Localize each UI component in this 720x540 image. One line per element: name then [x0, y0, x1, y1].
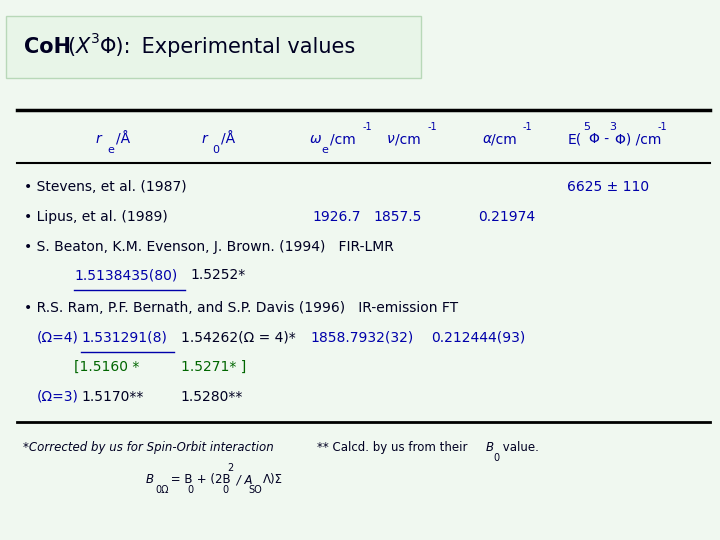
Text: -1: -1: [657, 122, 667, 132]
Text: 1926.7: 1926.7: [313, 210, 361, 224]
Text: value.: value.: [499, 441, 539, 454]
Text: = B: = B: [167, 473, 193, 486]
Text: 1858.7932(32): 1858.7932(32): [310, 331, 413, 345]
Text: 0: 0: [494, 453, 500, 463]
Text: [1.5160 *: [1.5160 *: [74, 360, 140, 374]
Text: 1.5170**: 1.5170**: [81, 390, 144, 404]
Text: /Å: /Å: [221, 132, 235, 146]
Text: 1.5138435(80): 1.5138435(80): [74, 268, 177, 282]
Text: • R.S. Ram, P.F. Bernath, and S.P. Davis (1996)   IR-emission FT: • R.S. Ram, P.F. Bernath, and S.P. Davis…: [24, 301, 459, 315]
Text: 6625 ± 110: 6625 ± 110: [567, 180, 649, 194]
Text: 1.5271* ]: 1.5271* ]: [181, 360, 246, 374]
Text: 1.5252*: 1.5252*: [191, 268, 246, 282]
Text: *Corrected by us for Spin-Orbit interaction: *Corrected by us for Spin-Orbit interact…: [23, 441, 274, 454]
Text: ν: ν: [387, 132, 394, 146]
Text: 1.5280**: 1.5280**: [181, 390, 243, 404]
Text: e: e: [321, 145, 328, 155]
Text: r: r: [202, 132, 207, 146]
Text: Experimental values: Experimental values: [135, 37, 355, 57]
Text: /Å: /Å: [116, 132, 130, 146]
Text: CoH: CoH: [24, 37, 78, 57]
Text: /cm: /cm: [492, 132, 517, 146]
Text: (Ω=4): (Ω=4): [36, 331, 78, 345]
Text: -1: -1: [523, 122, 533, 132]
Text: SO: SO: [248, 485, 262, 495]
Text: X: X: [76, 37, 91, 57]
Text: -1: -1: [362, 122, 372, 132]
Text: ** Calcd. by us from their: ** Calcd. by us from their: [317, 441, 472, 454]
Text: 0.212444(93): 0.212444(93): [431, 331, 526, 345]
Text: 0Ω: 0Ω: [155, 485, 168, 495]
Text: / A: / A: [233, 473, 252, 486]
Text: • Stevens, et al. (1987): • Stevens, et al. (1987): [24, 180, 186, 194]
Text: • Lipus, et al. (1989): • Lipus, et al. (1989): [24, 210, 168, 224]
Text: • S. Beaton, K.M. Evenson, J. Brown. (1994)   FIR-LMR: • S. Beaton, K.M. Evenson, J. Brown. (19…: [24, 240, 394, 254]
Text: 0.21974: 0.21974: [479, 210, 536, 224]
Text: 0: 0: [222, 485, 228, 495]
Text: r: r: [96, 132, 102, 146]
Text: 3: 3: [91, 32, 100, 46]
Text: Φ -: Φ -: [589, 132, 613, 146]
Text: /cm: /cm: [330, 132, 356, 146]
Text: e: e: [107, 145, 114, 155]
Text: 0: 0: [187, 485, 193, 495]
Text: α: α: [483, 132, 492, 146]
Text: ω: ω: [310, 132, 322, 146]
Text: Φ):: Φ):: [100, 37, 132, 57]
Text: (Ω=3): (Ω=3): [36, 390, 78, 404]
Text: (: (: [67, 37, 75, 57]
Text: -1: -1: [427, 122, 437, 132]
Text: E(: E(: [567, 132, 582, 146]
Text: B: B: [486, 441, 494, 454]
Text: Φ) /cm: Φ) /cm: [615, 132, 662, 146]
Text: 2: 2: [227, 463, 233, 472]
Text: Λ)Σ: Λ)Σ: [263, 473, 283, 486]
Text: B: B: [145, 473, 153, 486]
Text: 1.54262(Ω = 4)*: 1.54262(Ω = 4)*: [181, 331, 295, 345]
Text: + (2B: + (2B: [193, 473, 230, 486]
Text: 3: 3: [609, 122, 616, 132]
Text: 0: 0: [212, 145, 219, 155]
Text: 5: 5: [583, 122, 590, 132]
Text: /cm: /cm: [395, 132, 420, 146]
FancyBboxPatch shape: [6, 16, 420, 78]
Text: 1.531291(8): 1.531291(8): [81, 331, 167, 345]
Text: 1857.5: 1857.5: [374, 210, 422, 224]
